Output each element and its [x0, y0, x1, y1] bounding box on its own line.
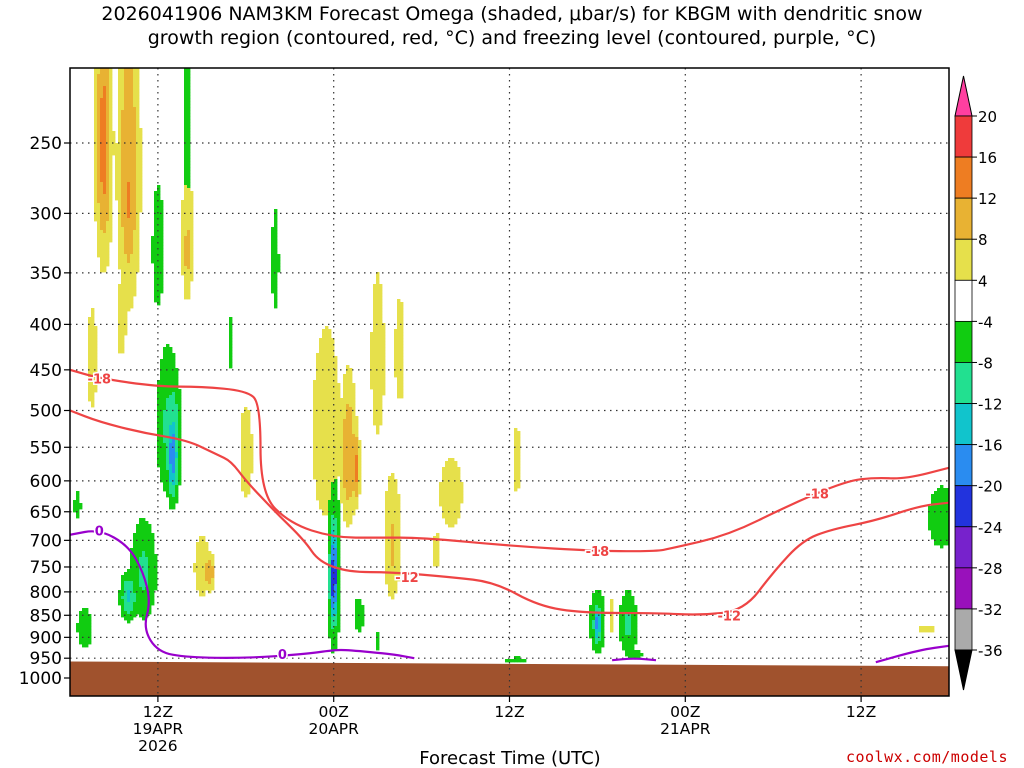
colorbar-swatch: [954, 197, 973, 240]
freezing-level-contour-label: 0: [278, 648, 287, 663]
contour-lines: -18 -18 -18 -12 -12 0 0: [70, 368, 949, 665]
y-tick-label: 700: [30, 531, 62, 551]
x-tick-label: 19APR: [133, 720, 184, 738]
ground-area: [70, 661, 949, 696]
colorbar-label: -36: [978, 642, 1003, 660]
colorbar-bottom-arrow: [954, 649, 973, 691]
colorbar-swatch: [954, 567, 973, 610]
x-axis-label: Forecast Time (UTC): [419, 748, 600, 768]
y-tick-label: 950: [30, 649, 62, 669]
y-tick-label: 900: [30, 628, 62, 648]
plot-frame: [69, 67, 950, 697]
colorbar-swatch: [954, 403, 973, 446]
y-tick-label: 600: [30, 472, 62, 492]
chart-title-line-2: growth region (contoured, red, °C) and f…: [147, 27, 877, 49]
x-tick-label: 2026: [138, 737, 177, 755]
dgz-contour-label: -12: [395, 571, 419, 586]
y-tick-label: 550: [30, 438, 62, 458]
colorbar-label: 4: [978, 272, 988, 290]
colorbar-swatch: [954, 320, 973, 363]
x-tick-label: 12Z: [143, 703, 173, 721]
y-tick-label: 1000: [19, 669, 62, 689]
colorbar-swatch: [954, 526, 973, 569]
colorbar-label: -20: [978, 478, 1003, 496]
colorbar-label: -24: [978, 519, 1003, 537]
y-tick-label: 400: [30, 315, 62, 335]
dgz-contour-label: -18: [586, 545, 610, 560]
colorbar-swatch: [954, 115, 973, 158]
colorbar-top-arrow: [954, 75, 973, 117]
y-axis-tick-labels: 2503003504004505005506006507007508008509…: [19, 134, 62, 689]
dgz-contour-label: -18: [805, 488, 829, 503]
dgz-contour-label: -18: [88, 372, 112, 387]
colorbar-swatch: [954, 238, 973, 281]
x-tick-label: 21APR: [660, 720, 711, 738]
ground-fill: [70, 661, 949, 696]
colorbar-label: 12: [978, 190, 997, 208]
chart-title: 2026041906 NAM3KM Forecast Omega (shaded…: [0, 2, 1024, 50]
colorbar-swatch: [954, 279, 973, 322]
freezing-level-contour-label: 0: [95, 524, 104, 539]
omega-shaded-field: [73, 68, 949, 663]
colorbar-label: -8: [978, 354, 993, 372]
y-tick-label: 750: [30, 558, 62, 578]
x-tick-label: 00Z: [319, 703, 349, 721]
freezing-level-contour: [611, 657, 657, 662]
dgz-contour-label: -12: [718, 609, 742, 624]
colorbar-swatch: [954, 362, 973, 404]
freezing-level-contour: [875, 644, 949, 664]
colorbar-label: 8: [978, 231, 988, 249]
colorbar-label: 16: [978, 149, 997, 167]
chart-title-line-1: 2026041906 NAM3KM Forecast Omega (shaded…: [101, 3, 923, 25]
x-tick-label: 20APR: [308, 720, 359, 738]
colorbar-label: -32: [978, 601, 1003, 619]
colorbar-label: 20: [978, 108, 997, 126]
colorbar-label: -16: [978, 437, 1003, 455]
y-tick-label: 500: [30, 402, 62, 422]
x-tick-label: 12Z: [494, 703, 524, 721]
dgz-contour: [70, 368, 949, 553]
colorbar-swatch: [954, 444, 973, 487]
colorbar-label: -28: [978, 560, 1003, 578]
colorbar-legend: 20 16 12 8 4 -4 -8 -12 -16 -20 -24 -28 -32 -36: [954, 75, 1003, 691]
colorbar-label: -12: [978, 396, 1003, 414]
grid-lines: [64, 68, 949, 702]
y-tick-label: 800: [30, 583, 62, 603]
x-tick-label: 00Z: [670, 703, 700, 721]
y-tick-label: 450: [30, 361, 62, 381]
colorbar-swatch: [954, 156, 973, 199]
colorbar-swatch: [954, 608, 973, 651]
y-tick-label: 850: [30, 606, 62, 626]
site-credit: coolwx.com/models: [845, 748, 1008, 766]
dgz-contour: [70, 409, 949, 616]
x-tick-label: 12Z: [846, 703, 876, 721]
y-tick-label: 250: [30, 134, 62, 154]
colorbar-swatch: [954, 485, 973, 528]
y-tick-label: 650: [30, 503, 62, 523]
y-tick-label: 350: [30, 264, 62, 284]
freezing-level-contour: [70, 530, 415, 660]
colorbar-label: -4: [978, 313, 993, 331]
y-tick-label: 300: [30, 204, 62, 224]
